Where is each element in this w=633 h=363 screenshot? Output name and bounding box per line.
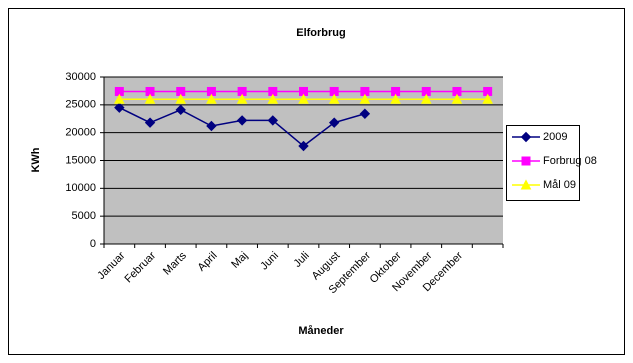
y-tick-label: 15000 — [65, 154, 96, 166]
marker — [175, 104, 186, 116]
chart-title: Elforbrug — [296, 27, 346, 39]
y-tick-label: 30000 — [65, 71, 96, 83]
y-tick-label: 0 — [90, 238, 96, 250]
legend-label: 2009 — [543, 131, 567, 143]
marker — [144, 117, 156, 128]
marker — [520, 131, 532, 143]
marker — [114, 93, 125, 104]
marker — [359, 93, 371, 104]
x-axis-title: Måneder — [298, 325, 344, 337]
marker — [328, 93, 340, 104]
marker — [420, 93, 432, 104]
marker — [390, 93, 401, 104]
marker — [520, 179, 532, 190]
marker — [236, 115, 248, 126]
y-tick-label: 20000 — [65, 127, 96, 139]
marker — [175, 93, 187, 104]
marker — [359, 108, 371, 119]
marker — [298, 93, 309, 104]
marker — [267, 115, 279, 126]
marker — [328, 117, 340, 128]
marker — [482, 93, 493, 104]
legend-label: Forbrug 08 — [543, 155, 597, 167]
marker — [206, 120, 217, 132]
marker — [521, 156, 531, 166]
y-tick-label: 25000 — [65, 99, 96, 111]
marker — [451, 93, 463, 104]
legend — [506, 125, 580, 201]
marker — [206, 93, 217, 104]
legend-label: Mål 09 — [543, 179, 576, 191]
marker — [298, 140, 309, 152]
marker — [114, 102, 125, 113]
y-tick-label: 10000 — [65, 182, 96, 194]
marker — [267, 93, 279, 104]
y-axis-title: KWh — [30, 147, 42, 172]
y-tick-label: 5000 — [72, 210, 96, 222]
marker — [144, 93, 156, 104]
marker — [236, 93, 248, 104]
